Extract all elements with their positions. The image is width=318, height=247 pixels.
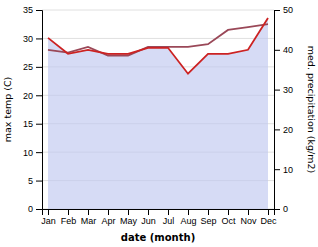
tick-label: Apr <box>101 216 115 226</box>
tick-label: 5 <box>28 176 33 186</box>
tick: 30 <box>274 85 293 95</box>
tick: Dec <box>260 209 277 226</box>
tick-label: 20 <box>23 91 33 101</box>
tick-label: 40 <box>283 45 293 55</box>
tick-label: Dec <box>260 216 277 226</box>
tick: Oct <box>221 209 236 226</box>
tick-mark <box>128 209 129 215</box>
tick-mark <box>274 169 280 170</box>
tick: 25 <box>23 62 42 72</box>
tick-label: Nov <box>240 216 257 226</box>
tick-label: 50 <box>283 5 293 15</box>
y2-axis-title: med. precipitation (kg/m2) <box>306 46 317 173</box>
tick-label: 0 <box>283 204 288 214</box>
tick-mark <box>36 38 42 39</box>
tick: 10 <box>23 148 42 158</box>
x-axis-title: date (month) <box>121 232 195 243</box>
tick-mark <box>108 209 109 215</box>
tick: Sep <box>200 209 216 226</box>
tick: Apr <box>101 209 115 226</box>
tick-label: Mar <box>81 216 97 226</box>
tick-mark <box>274 129 280 130</box>
tick: Nov <box>240 209 257 226</box>
tick: 15 <box>23 119 42 129</box>
tick-label: 10 <box>283 165 293 175</box>
tick-mark <box>36 95 42 96</box>
tick-mark <box>68 209 69 215</box>
tick: 40 <box>274 45 293 55</box>
area <box>48 18 268 209</box>
tick-mark <box>188 209 189 215</box>
tick: Feb <box>61 209 77 226</box>
tick-mark <box>268 209 269 215</box>
tick-label: 15 <box>23 119 33 129</box>
y-axis: 0 5 10 15 20 25 30 35 <box>23 5 43 214</box>
tick-label: Feb <box>61 216 77 226</box>
tick-mark <box>36 10 42 11</box>
tick-mark <box>36 181 42 182</box>
tick: Aug <box>180 209 196 226</box>
tick-label: Oct <box>221 216 236 226</box>
tick-mark <box>48 209 49 215</box>
grid-line <box>42 10 274 11</box>
tick-mark <box>36 209 42 210</box>
plot: Jan Feb Mar Apr MayJun Jul Aug Sep Oct NovDec 0 5 10… <box>23 5 293 226</box>
y2-axis: 0 10 20 30 40 50 <box>274 5 293 214</box>
tick-mark <box>274 50 280 51</box>
grid-line <box>42 38 274 39</box>
tick: 0 <box>274 204 288 214</box>
y-axis-title: max temp (C) <box>2 77 13 143</box>
tick-label: 0 <box>28 204 33 214</box>
tick-label: 25 <box>23 62 33 72</box>
tick-mark <box>274 10 280 11</box>
tick-mark <box>228 209 229 215</box>
tick-label: 10 <box>23 148 33 158</box>
marks <box>48 18 268 209</box>
tick-label: May <box>120 216 138 226</box>
tick: 20 <box>274 125 293 135</box>
tick-mark <box>36 67 42 68</box>
tick-mark <box>168 209 169 215</box>
tick-label: Jul <box>163 216 175 226</box>
tick: 50 <box>274 5 293 15</box>
chart: Jan Feb Mar Apr MayJun Jul Aug Sep Oct NovDec 0 5 10… <box>0 0 318 247</box>
tick-label: 30 <box>23 34 33 44</box>
tick-mark <box>248 209 249 215</box>
tick-label: Sep <box>200 216 216 226</box>
tick: Jan <box>41 209 56 226</box>
tick-label: 35 <box>23 5 33 15</box>
tick-mark <box>88 209 89 215</box>
grid <box>42 10 274 209</box>
tick: 5 <box>28 176 42 186</box>
line <box>48 18 268 74</box>
tick-label: Jun <box>141 216 156 226</box>
tick: 10 <box>274 165 293 175</box>
tick: 20 <box>23 91 42 101</box>
tick-mark <box>36 152 42 153</box>
tick: Mar <box>81 209 97 226</box>
tick-mark <box>274 90 280 91</box>
axis-line <box>36 11 43 210</box>
tick-mark <box>208 209 209 215</box>
tick: 30 <box>23 34 42 44</box>
tick: Jun <box>141 209 156 226</box>
tick: 35 <box>23 5 42 15</box>
tick: Jul <box>163 209 175 226</box>
tick-label: 20 <box>283 125 293 135</box>
tick-mark <box>148 209 149 215</box>
tick: 0 <box>28 204 42 214</box>
tick-label: Aug <box>180 216 196 226</box>
axis-line <box>275 11 281 210</box>
tick: May <box>120 209 138 226</box>
tick-label: Jan <box>41 216 56 226</box>
axis-line <box>43 210 275 216</box>
x-axis: Jan Feb Mar Apr MayJun Jul Aug Sep Oct NovDec <box>41 209 277 226</box>
tick-label: 30 <box>283 85 293 95</box>
tick-mark <box>36 124 42 125</box>
tick-mark <box>274 209 280 210</box>
